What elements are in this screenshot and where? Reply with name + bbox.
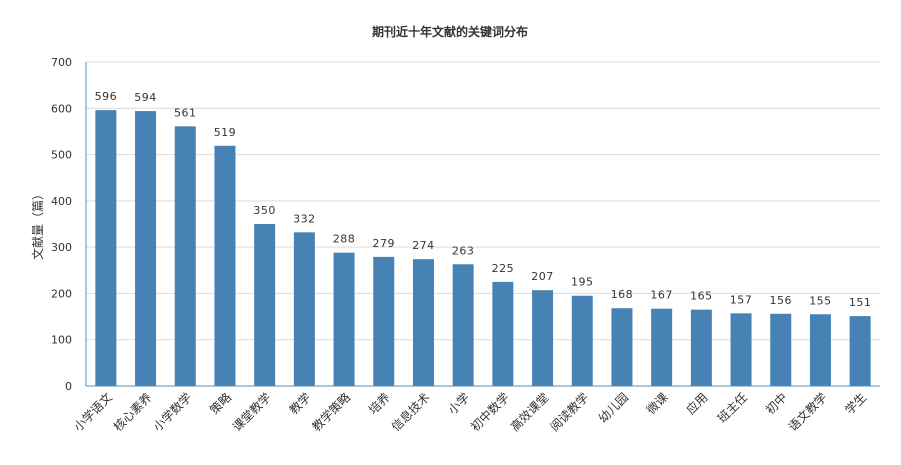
bar [373, 256, 395, 386]
x-category-label: 小学语文 [70, 390, 115, 435]
bar [254, 224, 276, 386]
data-label: 195 [571, 276, 594, 289]
data-label: 332 [293, 212, 316, 225]
y-tick-label: 200 [51, 287, 72, 300]
y-tick-label: 500 [51, 149, 72, 162]
y-tick-label: 0 [65, 380, 72, 393]
grid-lines [86, 61, 880, 341]
bar [770, 313, 792, 386]
y-tick-label: 300 [51, 241, 72, 254]
x-category-label: 高效课堂 [507, 390, 552, 435]
y-tick-label: 400 [51, 195, 72, 208]
data-label: 157 [730, 293, 753, 306]
bar [849, 316, 871, 386]
x-category-label: 学生 [842, 390, 870, 418]
data-label: 519 [214, 126, 237, 139]
y-axis-label: 文献量（篇） [30, 188, 45, 260]
bar [135, 111, 157, 386]
data-label: 207 [531, 270, 554, 283]
x-category-label: 初中数学 [467, 390, 512, 435]
x-category-label: 核心素养 [110, 390, 155, 435]
bars [95, 110, 871, 386]
bar [95, 110, 117, 386]
bar [730, 313, 752, 386]
x-category-label: 教学策略 [309, 390, 354, 435]
bar [690, 309, 712, 386]
x-category-label: 语文教学 [785, 390, 830, 435]
data-label: 279 [373, 237, 396, 250]
chart-title: 期刊近十年文献的关键词分布 [372, 24, 528, 39]
data-label: 350 [253, 204, 276, 217]
y-axis-ticks: 0 100 200 300 400 500 600 700 [51, 56, 72, 393]
bar [492, 281, 514, 386]
data-label: 156 [770, 294, 793, 307]
data-label: 561 [174, 106, 197, 119]
bar [452, 264, 474, 386]
data-label: 274 [412, 239, 435, 252]
data-label: 288 [333, 233, 356, 246]
y-tick-label: 100 [51, 334, 72, 347]
data-label: 596 [95, 90, 118, 103]
x-category-label: 应用 [683, 390, 711, 418]
x-category-label: 阅读教学 [547, 390, 592, 435]
data-label: 155 [809, 294, 832, 307]
x-category-label: 微课 [644, 390, 671, 417]
data-label: 165 [690, 290, 713, 303]
data-label: 167 [650, 289, 673, 302]
data-label: 263 [452, 244, 475, 257]
x-category-label: 策略 [206, 390, 234, 418]
bar [532, 290, 554, 386]
data-label: 594 [134, 91, 157, 104]
bar [611, 308, 633, 386]
y-tick-label: 700 [51, 56, 72, 69]
bar [214, 145, 236, 386]
bar [333, 252, 355, 386]
bar [571, 295, 593, 386]
data-label: 151 [849, 296, 872, 309]
bar [293, 232, 315, 386]
x-category-label: 课堂教学 [229, 390, 274, 435]
data-labels: 596 594 561 519 350 332 288 279 274 263 225 207 195 1… [95, 90, 872, 309]
y-tick-label: 600 [51, 102, 72, 115]
x-category-label: 初中 [762, 390, 790, 418]
x-category-label: 班主任 [715, 390, 750, 425]
data-label: 225 [492, 262, 515, 275]
x-category-label: 信息技术 [388, 390, 433, 435]
x-category-label: 小学数学 [150, 390, 195, 435]
x-category-label: 培养 [365, 390, 393, 418]
bar [174, 126, 196, 386]
x-category-label: 幼儿园 [596, 390, 631, 425]
x-category-label: 教学 [286, 390, 314, 418]
data-label: 168 [611, 288, 634, 301]
bar [651, 308, 673, 386]
x-category-label: 小学 [445, 390, 473, 418]
bar [809, 314, 831, 386]
bar [412, 259, 434, 386]
